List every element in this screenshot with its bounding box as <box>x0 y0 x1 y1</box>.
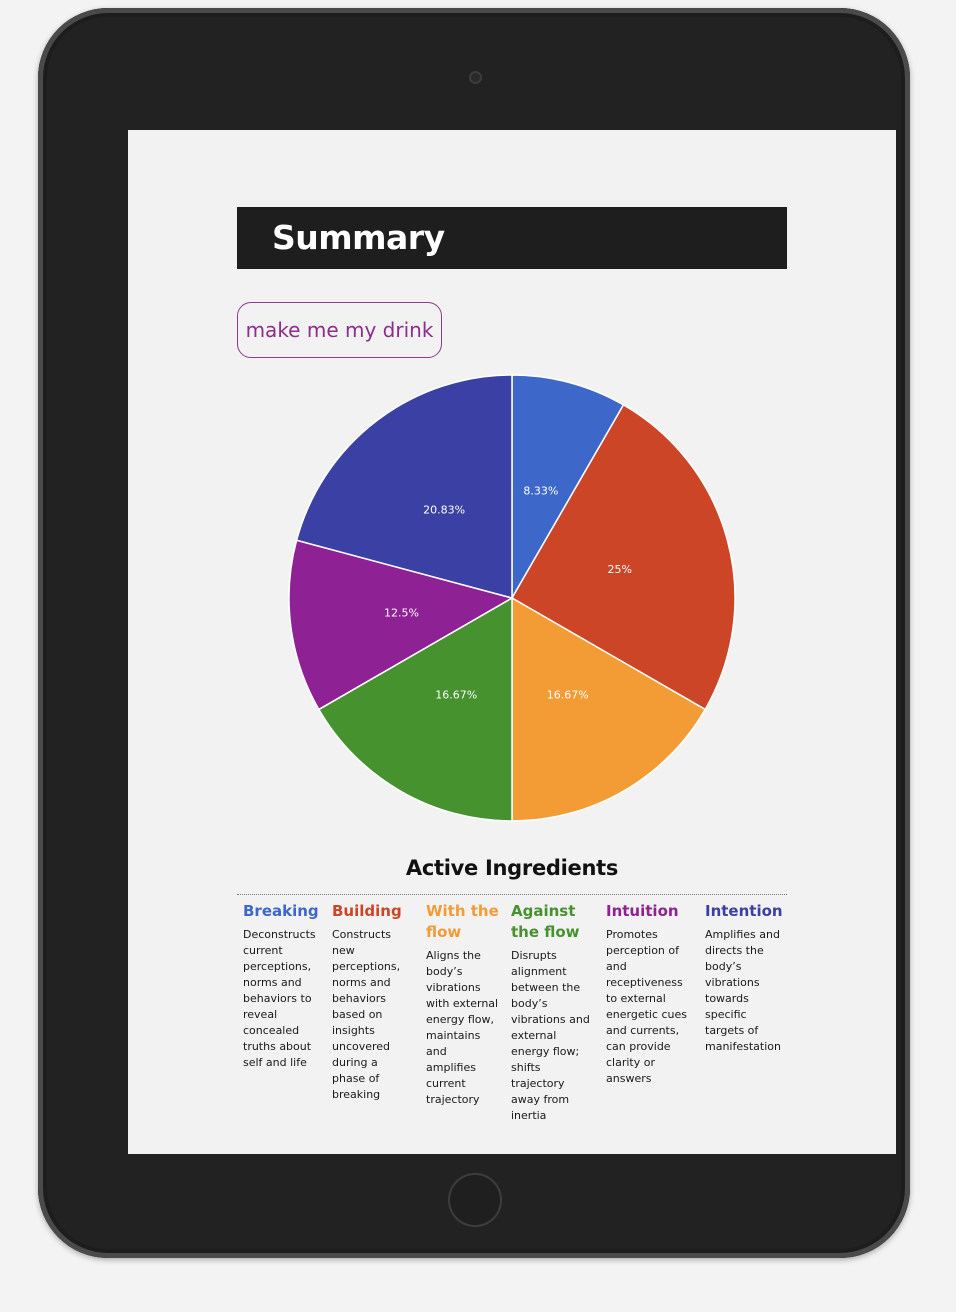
ingredient-intention: Intention Amplifies and directs the body… <box>699 895 787 1124</box>
ingredient-breaking: Breaking Deconstructs current perception… <box>237 895 326 1124</box>
ingredient-against-the-flow: Against the flow Disrupts alignment betw… <box>505 895 600 1124</box>
tablet-frame: Summary make me my drink 8.33% 25% 16.67% 1… <box>38 8 910 1258</box>
pie-slice-against-the-flow <box>317 596 513 822</box>
pie-chart-svg: 8.33% 25% 16.67% 16.67% 12.5% 20.83% <box>288 374 736 822</box>
tablet-screen: Summary make me my drink 8.33% 25% 16.67% 1… <box>128 130 896 1154</box>
ingredient-description: Constructs new perceptions, norms and be… <box>332 928 401 1101</box>
pie-slice-label: 16.67% <box>435 689 477 702</box>
pie-slice-intuition <box>288 539 514 711</box>
ingredient-name: Breaking <box>243 902 319 920</box>
pie-slice-label: 12.5% <box>384 607 419 620</box>
ingredient-description: Aligns the body’s vibrations with extern… <box>426 949 499 1106</box>
pie-slice-label: 8.33% <box>523 484 558 497</box>
active-ingredients-title: Active Ingredients <box>405 856 619 880</box>
home-button[interactable] <box>448 1173 502 1227</box>
ingredient-name: Against the flow <box>511 902 580 941</box>
ingredient-name: With the flow <box>426 902 499 941</box>
ingredient-description: Disrupts alignment between the body’s vi… <box>511 949 590 1122</box>
ingredient-intuition: Intuition Promotes perception of and rec… <box>600 895 699 1124</box>
pie-slice-intention <box>295 374 513 599</box>
ingredient-building: Building Constructs new perceptions, nor… <box>326 895 420 1124</box>
pie-slice-with-the-flow <box>511 596 707 822</box>
summary-header: Summary <box>237 207 787 269</box>
ingredient-name: Intuition <box>606 902 679 920</box>
pie-slice-building <box>510 403 736 711</box>
pie-slice-label: 20.83% <box>423 504 465 517</box>
camera-icon <box>469 71 482 84</box>
ingredients-table: Breaking Deconstructs current perception… <box>237 894 787 1124</box>
make-drink-button[interactable]: make me my drink <box>237 302 442 358</box>
pie-slice-label: 25% <box>607 563 631 576</box>
ingredient-description: Amplifies and directs the body’s vibrati… <box>705 928 781 1053</box>
pie-chart: 8.33% 25% 16.67% 16.67% 12.5% 20.83% <box>286 372 738 824</box>
ingredient-with-the-flow: With the flow Aligns the body’s vibratio… <box>420 895 505 1124</box>
pie-slice-breaking <box>511 374 625 601</box>
ingredient-name: Intention <box>705 902 783 920</box>
ingredient-name: Building <box>332 902 402 920</box>
ingredient-description: Promotes perception of and receptiveness… <box>606 928 688 1085</box>
pie-slice-label: 16.67% <box>547 689 589 702</box>
ingredient-description: Deconstructs current perceptions, norms … <box>243 928 316 1069</box>
